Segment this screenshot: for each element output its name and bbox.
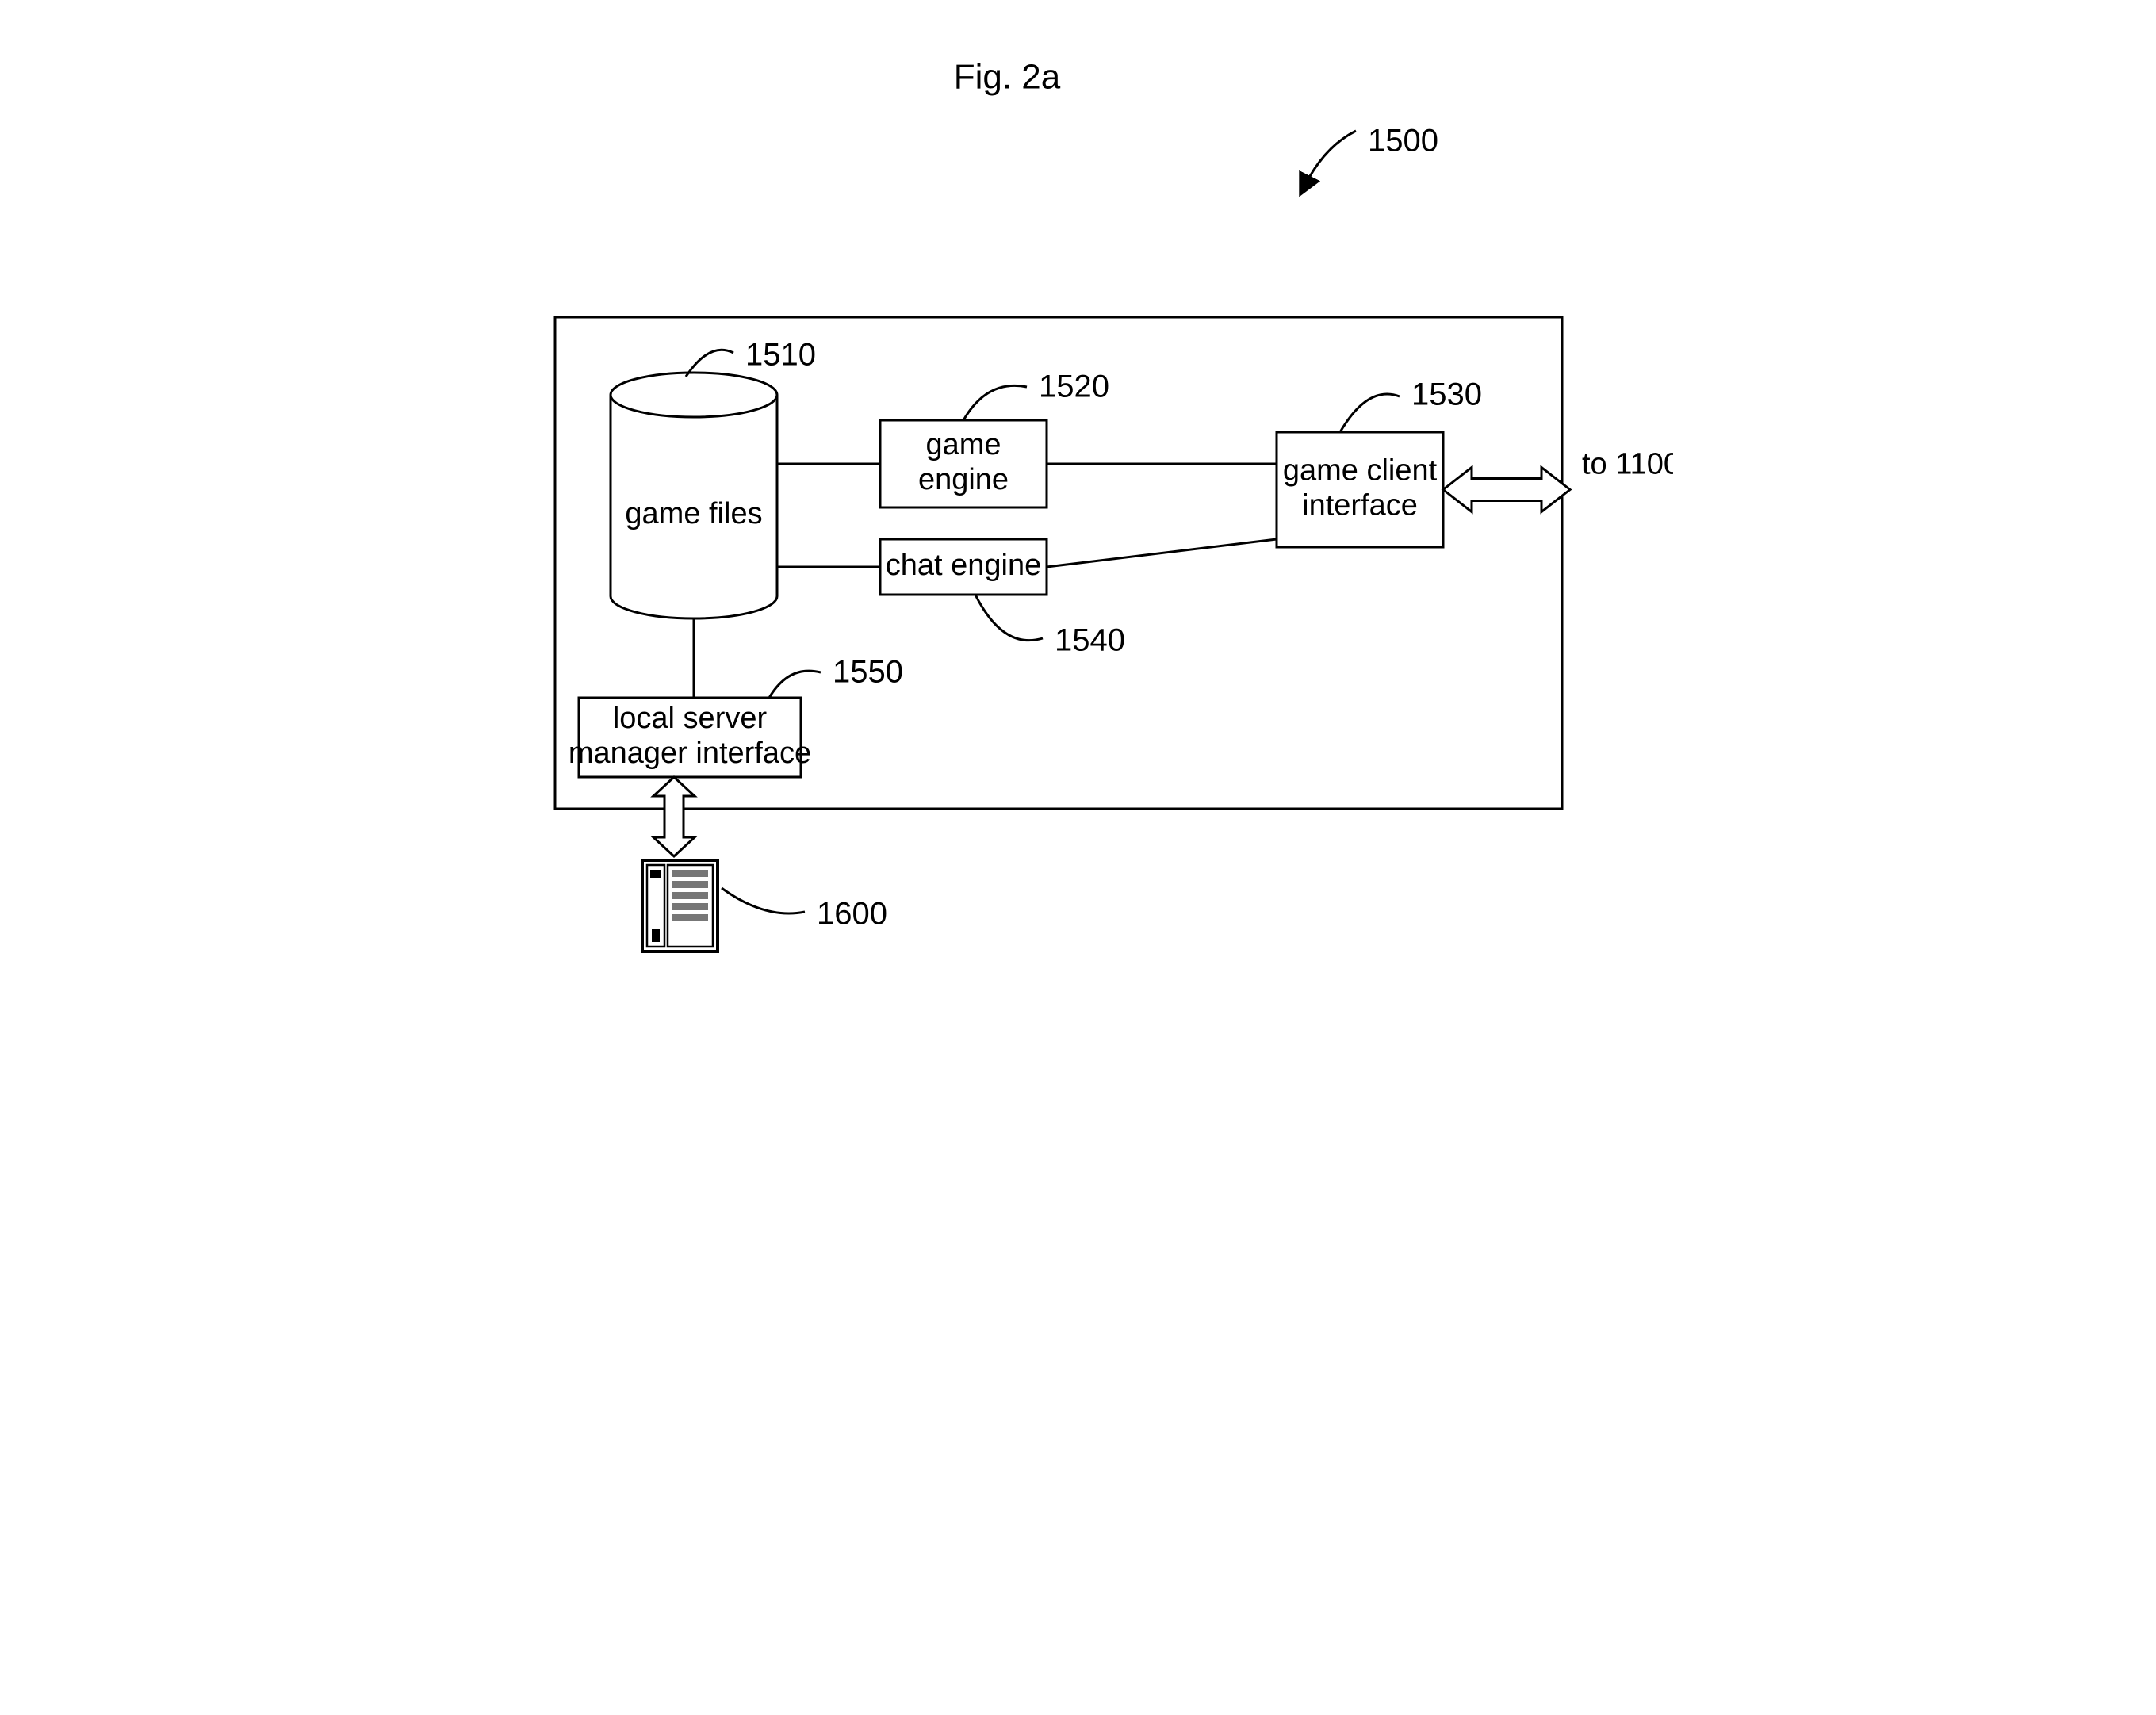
- callout-1600-leader: [722, 888, 805, 913]
- to-1100-label: to 1100: [1582, 448, 1673, 481]
- callout-1550-label: 1550: [833, 655, 903, 690]
- server-icon: [642, 860, 718, 951]
- callout-1550-leader: [769, 671, 821, 698]
- game-client-box-label: interface: [1302, 488, 1418, 522]
- game-engine-box-label: engine: [917, 463, 1008, 496]
- callout-1500-label: 1500: [1368, 124, 1438, 159]
- game-files-cylinder-top: [611, 373, 777, 417]
- chat-engine-box-label: chat engine: [885, 549, 1041, 582]
- callout-1500-leader: [1304, 131, 1356, 186]
- callout-1540-leader: [975, 595, 1043, 641]
- local-server-box-label: local server: [612, 702, 767, 735]
- callout-1510-label: 1510: [745, 338, 816, 373]
- game-client-box-label: game client: [1282, 454, 1437, 488]
- game-files-label: game files: [625, 497, 762, 530]
- callout-1520-label: 1520: [1039, 369, 1109, 404]
- local-server-box-label: manager interface: [568, 737, 810, 770]
- figure-title: Fig. 2a: [953, 58, 1060, 97]
- game-engine-box-label: game: [925, 428, 1001, 461]
- callout-1540-label: 1540: [1055, 623, 1125, 658]
- callout-1520-leader: [963, 385, 1027, 420]
- callout-1600-label: 1600: [817, 897, 887, 932]
- callout-1530-label: 1530: [1411, 377, 1482, 412]
- double-arrow-to-server: [653, 777, 695, 856]
- double-arrow-to-1100: [1443, 468, 1570, 512]
- callout-1530-leader: [1340, 394, 1400, 432]
- edge-chat-to-client: [1047, 539, 1277, 567]
